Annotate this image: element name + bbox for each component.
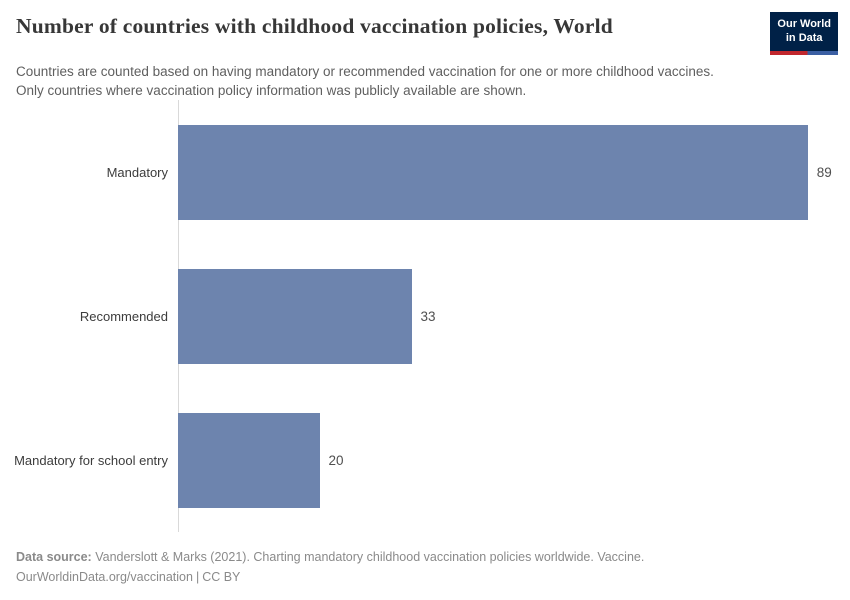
owid-logo[interactable]: Our World in Data [770,12,838,55]
license-label: CC BY [202,570,241,584]
chart-title: Number of countries with childhood vacci… [16,14,613,38]
title-row: Number of countries with childhood vacci… [16,12,838,55]
data-source-line: Data source: Vanderslott & Marks (2021).… [16,547,834,567]
owid-logo-line1: Our World [777,18,831,30]
bar-school-entry[interactable] [178,412,320,508]
bar-row-recommended: Recommended 33 [0,244,834,388]
bar-area: 33 [178,244,834,388]
attribution-line: OurWorldinData.org/vaccination | CC BY [16,567,834,587]
bar-row-mandatory: Mandatory 89 [0,100,834,244]
bar-area: 20 [178,388,834,532]
attribution-separator: | [195,570,200,584]
bar-chart: Mandatory 89 Recommended 33 Mandatory fo… [0,100,834,532]
chart-header: Number of countries with childhood vacci… [0,0,850,101]
attribution-link[interactable]: OurWorldinData.org/vaccination [16,570,193,584]
category-label-recommended: Recommended [79,308,168,324]
value-label-recommended: 33 [420,308,436,324]
chart-subtitle: Countries are counted based on having ma… [16,63,714,99]
category-label-mandatory: Mandatory [106,164,168,180]
value-label-mandatory: 89 [816,164,832,180]
owid-logo-line2: in Data [785,32,823,45]
chart-footer: Data source: Vanderslott & Marks (2021).… [16,547,834,587]
value-label-school-entry: 20 [328,452,344,468]
bar-row-school-entry: Mandatory for school entry 20 [0,388,834,532]
logo-accent-stripe [770,50,838,55]
bar-mandatory[interactable] [178,124,808,220]
data-source-text: Vanderslott & Marks (2021). Charting man… [95,550,645,564]
data-source-label: Data source: [16,550,92,564]
bar-recommended[interactable] [178,268,412,364]
category-label-school-entry: Mandatory for school entry [14,452,168,468]
bar-area: 89 [178,100,834,244]
